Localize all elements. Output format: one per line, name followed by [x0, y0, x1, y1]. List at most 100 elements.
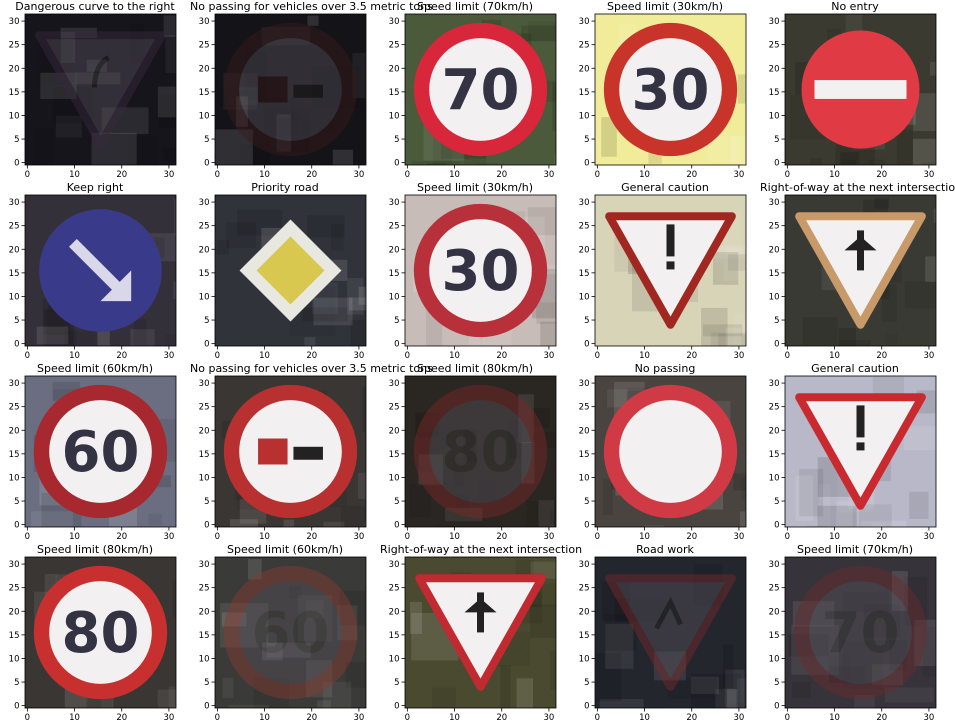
y-tick-label: 20 — [579, 426, 590, 436]
sign-triangle — [415, 574, 546, 691]
image-texture — [306, 215, 345, 238]
y-tick-label: 0 — [14, 702, 19, 712]
sign-panel-plot: 0 10 20 30 0 5 10 15 20 25 30 — [199, 194, 367, 361]
y-tick-label: 20 — [389, 64, 400, 74]
image-texture — [435, 525, 456, 527]
y-tick-label: 20 — [769, 607, 780, 617]
sign-ring — [223, 22, 358, 157]
image-texture — [922, 626, 936, 677]
y-tick-label: 0 — [204, 159, 209, 169]
image-texture — [701, 307, 728, 346]
image-background — [215, 14, 366, 165]
sign-number: 70 — [442, 58, 520, 123]
image-texture — [842, 640, 884, 689]
y-tick-label: 10 — [199, 292, 210, 302]
x-tick-label: 10 — [639, 713, 650, 723]
x-tick-label: 30 — [354, 170, 365, 180]
image-texture — [840, 159, 857, 165]
image-texture — [914, 619, 936, 666]
y-tick-label: 0 — [394, 702, 399, 712]
image-background — [25, 14, 176, 165]
image-texture — [728, 254, 746, 271]
car-glyph — [293, 84, 323, 98]
y-tick-label: 25 — [769, 403, 780, 413]
x-tick-label: 20 — [686, 351, 697, 361]
x-tick-label: 0 — [595, 170, 600, 180]
image-texture — [36, 326, 69, 345]
sign-panel: 0 10 20 30 0 5 10 15 20 25 30 Keep right — [0, 181, 190, 361]
image-texture — [350, 319, 366, 346]
image-texture — [935, 628, 936, 652]
image-texture — [337, 605, 358, 641]
y-tick-label: 30 — [9, 379, 20, 389]
y-tick-label: 10 — [579, 111, 590, 121]
sign-triangle — [605, 574, 736, 691]
image-texture — [731, 135, 746, 165]
y-tick-label: 5 — [584, 135, 589, 145]
image-texture — [409, 601, 423, 634]
sign-panel-plot: 0 10 20 30 0 5 10 15 20 25 30 — [9, 194, 177, 361]
image-texture — [163, 147, 176, 162]
sign-panel-plot: 0 10 20 30 0 5 10 15 20 25 30 — [9, 13, 177, 180]
y-tick-label: 20 — [579, 64, 590, 74]
x-tick-label: 30 — [924, 532, 935, 542]
image-texture — [226, 222, 256, 248]
image-texture — [148, 513, 162, 526]
x-tick-label: 0 — [215, 532, 220, 542]
x-tick-label: 0 — [25, 170, 30, 180]
image-texture — [348, 297, 366, 311]
y-tick-label: 15 — [199, 88, 210, 98]
image-texture — [174, 198, 176, 236]
y-tick-label: 15 — [769, 450, 780, 460]
image-texture — [339, 590, 366, 626]
image-texture — [317, 707, 328, 708]
sign-ring — [223, 384, 358, 519]
x-tick-label: 20 — [496, 351, 507, 361]
image-texture — [276, 114, 291, 152]
x-tick-label: 10 — [259, 170, 270, 180]
x-tick-label: 30 — [544, 351, 555, 361]
y-tick-label: 5 — [14, 316, 19, 326]
y-tick-label: 0 — [14, 159, 19, 169]
sign-number: 30 — [442, 239, 520, 304]
image-texture — [240, 143, 270, 165]
image-texture — [126, 135, 159, 165]
y-tick-label: 5 — [394, 678, 399, 688]
image-texture — [91, 132, 137, 165]
image-background — [405, 376, 556, 527]
x-tick-label: 10 — [639, 351, 650, 361]
image-texture — [222, 677, 234, 698]
sign-panel: 0 10 20 30 0 5 10 15 20 25 30 No passing — [570, 362, 760, 542]
sign-ring — [413, 203, 548, 338]
sign-diamond-inner — [256, 236, 325, 305]
sign-panel-plot: 80 0 10 20 30 0 5 10 15 20 25 30 — [389, 375, 557, 542]
y-tick-label: 15 — [199, 269, 210, 279]
y-tick-label: 20 — [769, 245, 780, 255]
image-texture — [426, 162, 447, 165]
image-texture — [31, 511, 74, 527]
sign-panel: 80 0 10 20 30 0 5 10 15 20 25 30 Speed limit (80km/h… — [0, 543, 190, 723]
image-texture — [736, 678, 746, 708]
y-tick-label: 25 — [389, 41, 400, 51]
image-texture — [508, 420, 522, 459]
y-tick-label: 15 — [389, 631, 400, 641]
y-tick-label: 5 — [394, 316, 399, 326]
image-texture — [554, 154, 556, 165]
image-texture — [838, 328, 857, 346]
y-tick-label: 10 — [9, 111, 20, 121]
image-texture — [722, 644, 734, 689]
image-texture — [463, 429, 477, 463]
axes-frame — [594, 194, 747, 347]
sign-panel-plot: 70 0 10 20 30 0 5 10 15 20 25 30 — [769, 556, 937, 723]
sign-panel: 0 10 20 30 0 5 10 15 20 25 30 General caution — [760, 362, 950, 542]
y-tick-label: 10 — [9, 292, 20, 302]
y-tick-label: 25 — [769, 222, 780, 232]
sign-panel-plot: 0 10 20 30 0 5 10 15 20 25 30 — [769, 375, 937, 542]
image-texture — [521, 25, 556, 42]
sign-ring — [33, 384, 168, 519]
y-tick-label: 0 — [204, 521, 209, 531]
y-tick-label: 10 — [199, 473, 210, 483]
y-tick-label: 20 — [9, 245, 20, 255]
sign-shape: 80 — [413, 384, 548, 519]
y-tick-label: 30 — [389, 17, 400, 27]
